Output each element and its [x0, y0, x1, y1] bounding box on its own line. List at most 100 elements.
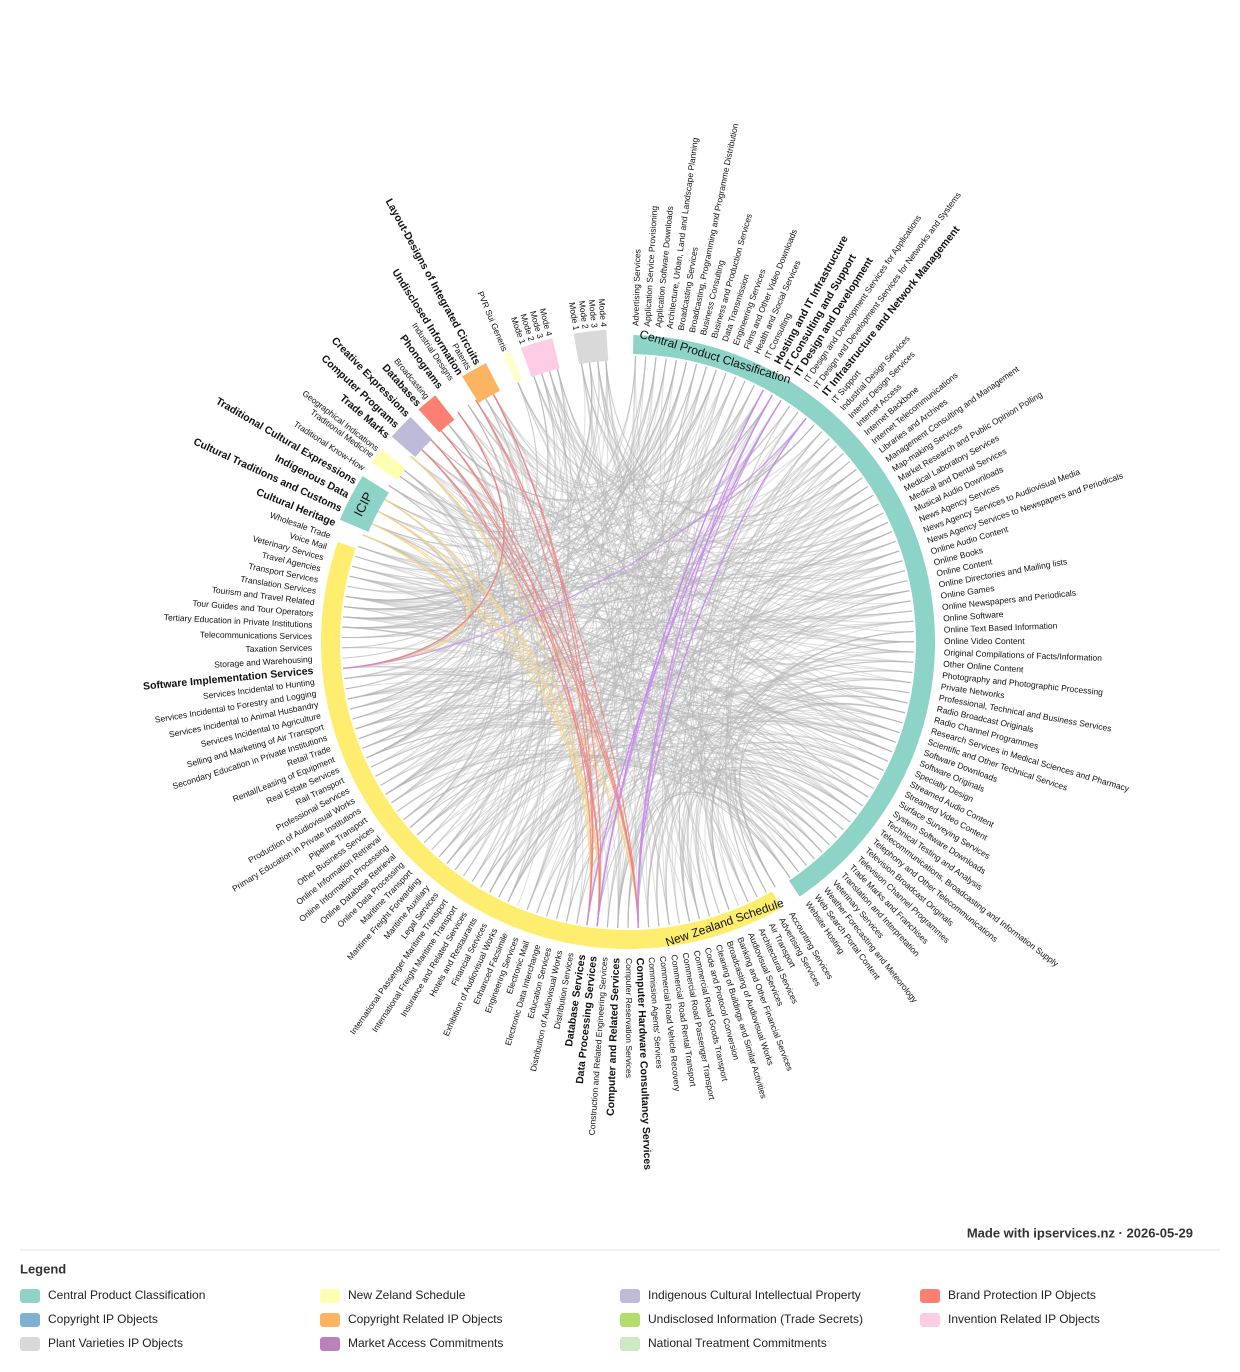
link — [345, 485, 869, 604]
link — [344, 385, 755, 610]
link — [480, 733, 889, 888]
legend-swatch — [320, 1337, 340, 1351]
link — [349, 684, 903, 724]
link — [366, 721, 863, 807]
link — [457, 366, 707, 495]
link — [605, 356, 749, 902]
link — [403, 755, 823, 853]
link — [454, 560, 903, 871]
link — [471, 417, 807, 882]
link — [617, 512, 884, 928]
link — [694, 768, 851, 917]
link — [349, 521, 470, 594]
link — [539, 369, 670, 926]
link — [409, 404, 521, 828]
link — [498, 411, 799, 898]
link — [596, 688, 910, 927]
link — [362, 509, 476, 749]
legend-swatch — [20, 1289, 40, 1303]
link — [362, 477, 863, 749]
link — [483, 394, 730, 910]
link — [637, 477, 863, 928]
link — [662, 364, 697, 924]
link — [344, 606, 913, 624]
link — [438, 376, 736, 858]
link — [681, 494, 874, 922]
link — [347, 394, 773, 593]
link — [634, 356, 776, 888]
link — [546, 768, 851, 917]
link — [723, 773, 830, 893]
link — [385, 357, 657, 795]
link — [580, 359, 660, 927]
link — [438, 427, 639, 928]
link — [358, 711, 869, 798]
link — [489, 531, 893, 893]
link — [343, 411, 505, 669]
link — [532, 369, 717, 483]
group-arc — [462, 363, 500, 403]
link — [685, 369, 739, 906]
link — [366, 726, 837, 838]
link — [400, 467, 857, 815]
link — [391, 753, 791, 878]
link — [343, 453, 844, 620]
legend-label: Indigenous Cultural Intellectual Propert… — [648, 1288, 861, 1302]
leaf-label: Online Software — [943, 609, 1004, 623]
link — [701, 411, 799, 910]
link — [445, 420, 791, 878]
link — [345, 595, 912, 684]
link — [368, 369, 717, 548]
link — [345, 358, 593, 601]
link — [343, 666, 791, 878]
link — [343, 467, 480, 669]
link — [345, 356, 607, 601]
link — [409, 361, 687, 828]
link — [385, 716, 893, 795]
link — [637, 417, 807, 928]
leaf-label: Taxation Services — [245, 643, 312, 654]
link — [352, 565, 889, 762]
link — [349, 560, 903, 600]
link — [358, 590, 910, 740]
link — [536, 717, 900, 914]
link — [358, 485, 869, 740]
legend-swatch — [20, 1337, 40, 1351]
link — [467, 404, 906, 714]
link — [498, 723, 897, 898]
links — [342, 356, 915, 929]
link — [446, 550, 900, 864]
link — [438, 678, 912, 858]
link — [556, 356, 647, 920]
link — [375, 600, 912, 777]
link — [556, 782, 823, 920]
link — [580, 359, 906, 714]
link — [566, 696, 908, 922]
link — [695, 485, 869, 917]
link — [526, 580, 908, 910]
link — [345, 595, 844, 831]
link — [381, 496, 591, 926]
link — [711, 783, 807, 902]
link — [547, 367, 791, 878]
link — [547, 360, 677, 479]
link — [547, 367, 700, 920]
legend-label: Copyright IP Objects — [48, 1312, 158, 1326]
link — [428, 436, 577, 922]
link — [345, 550, 900, 608]
link — [686, 779, 830, 920]
leaf-label: Online Video Content — [944, 636, 1025, 646]
link — [352, 521, 471, 589]
link — [409, 358, 593, 828]
link — [730, 766, 844, 888]
legend-label: Copyright Related IP Objects — [348, 1312, 503, 1326]
legend-label: Market Access Commitments — [348, 1336, 503, 1350]
link — [438, 427, 896, 564]
link — [596, 357, 897, 743]
link — [374, 508, 639, 928]
link — [526, 380, 746, 910]
link — [391, 521, 888, 804]
legend-label: Central Product Classification — [48, 1288, 205, 1302]
leaf-label: Advertising Services — [631, 249, 643, 326]
link — [416, 366, 707, 836]
